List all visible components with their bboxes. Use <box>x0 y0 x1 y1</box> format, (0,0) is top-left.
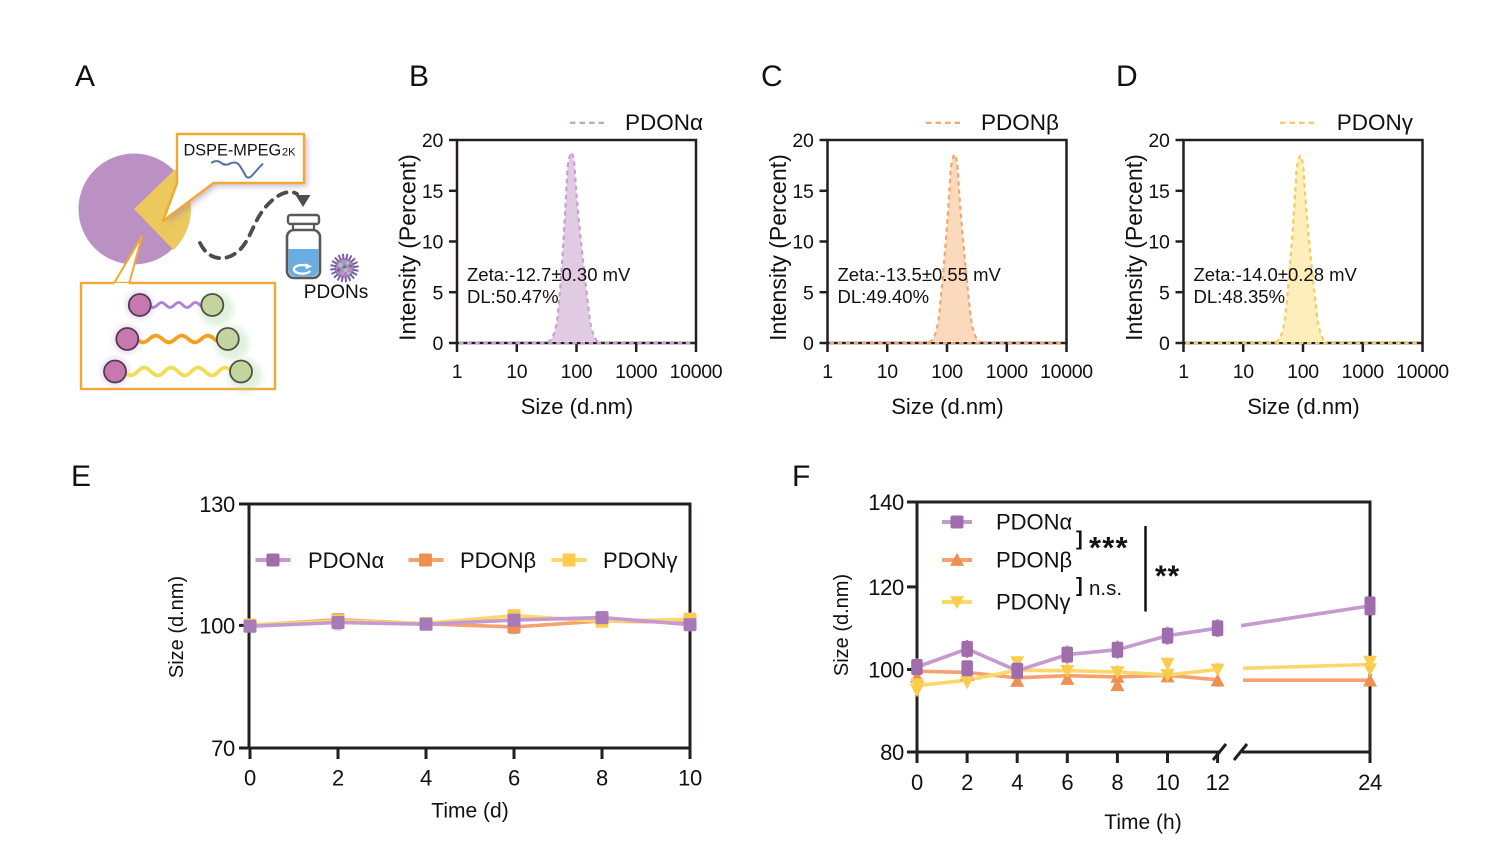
svg-text:5: 5 <box>432 282 443 304</box>
svg-text:PDONα: PDONα <box>308 548 385 573</box>
svg-text:]: ] <box>1076 575 1083 597</box>
svg-text:PDONα: PDONα <box>625 110 703 135</box>
svg-text:100: 100 <box>868 658 904 683</box>
svg-text:80: 80 <box>880 740 904 765</box>
svg-text:Size (d.nm): Size (d.nm) <box>521 394 633 419</box>
svg-text:PDONβ: PDONβ <box>996 548 1072 573</box>
svg-text:8: 8 <box>1111 770 1123 795</box>
svg-text:PDONβ: PDONβ <box>460 548 536 573</box>
svg-text:15: 15 <box>422 181 444 203</box>
svg-text:A: A <box>75 60 95 93</box>
svg-text:6: 6 <box>1061 770 1073 795</box>
svg-text:Size (d.nm): Size (d.nm) <box>831 574 853 676</box>
svg-text:Zeta:-12.7±0.30 mV: Zeta:-12.7±0.30 mV <box>467 264 631 285</box>
svg-text:]: ] <box>1076 529 1083 551</box>
svg-text:Size (d.nm): Size (d.nm) <box>1247 394 1359 419</box>
svg-text:5: 5 <box>803 282 814 304</box>
svg-text:Size (d.nm): Size (d.nm) <box>166 576 188 678</box>
svg-text:1: 1 <box>822 361 833 383</box>
svg-text:10: 10 <box>1148 232 1170 254</box>
svg-text:10: 10 <box>422 232 444 254</box>
svg-text:Intensity (Percent): Intensity (Percent) <box>1121 154 1147 341</box>
svg-text:0: 0 <box>1159 333 1170 355</box>
svg-text:Zeta:-14.0±0.28 mV: Zeta:-14.0±0.28 mV <box>1194 264 1358 285</box>
svg-text:1000: 1000 <box>1342 361 1385 383</box>
svg-text:DL:50.47%: DL:50.47% <box>467 286 559 307</box>
svg-text:PDONβ: PDONβ <box>981 110 1059 135</box>
svg-text:Intensity (Percent): Intensity (Percent) <box>765 154 791 341</box>
svg-text:Intensity (Percent): Intensity (Percent) <box>395 154 421 341</box>
svg-text:20: 20 <box>422 130 444 152</box>
svg-text:100: 100 <box>1287 361 1319 383</box>
svg-text:D: D <box>1116 60 1138 93</box>
svg-text:8: 8 <box>596 766 608 791</box>
svg-text:0: 0 <box>244 766 256 791</box>
svg-text:10000: 10000 <box>670 361 723 383</box>
svg-text:10: 10 <box>877 361 899 383</box>
svg-text:12: 12 <box>1206 770 1230 795</box>
svg-text:C: C <box>761 60 783 93</box>
svg-text:70: 70 <box>211 736 235 761</box>
svg-text:20: 20 <box>1148 130 1170 152</box>
svg-text:B: B <box>409 60 429 93</box>
svg-text:1: 1 <box>452 361 463 383</box>
svg-text:4: 4 <box>1011 770 1023 795</box>
svg-text:6: 6 <box>508 766 520 791</box>
svg-text:15: 15 <box>792 181 814 203</box>
svg-text:15: 15 <box>1148 181 1170 203</box>
svg-text:100: 100 <box>199 613 235 638</box>
svg-text:2: 2 <box>961 770 973 795</box>
svg-text:PDONγ: PDONγ <box>1337 110 1414 135</box>
svg-text:Zeta:-13.5±0.55 mV: Zeta:-13.5±0.55 mV <box>838 264 1002 285</box>
svg-text:2: 2 <box>332 766 344 791</box>
svg-text:10000: 10000 <box>1040 361 1093 383</box>
svg-text:DL:49.40%: DL:49.40% <box>838 286 930 307</box>
svg-text:PDONγ: PDONγ <box>996 590 1071 615</box>
svg-text:130: 130 <box>199 492 235 517</box>
svg-text:PDONα: PDONα <box>996 510 1073 535</box>
svg-text:DSPE-MPEG: DSPE-MPEG <box>184 142 282 160</box>
svg-text:20: 20 <box>792 130 814 152</box>
svg-text:1000: 1000 <box>986 361 1029 383</box>
svg-text:DL:48.35%: DL:48.35% <box>1194 286 1286 307</box>
svg-text:0: 0 <box>911 770 923 795</box>
svg-text:24: 24 <box>1358 770 1382 795</box>
svg-text:100: 100 <box>931 361 963 383</box>
svg-text:140: 140 <box>868 490 904 515</box>
svg-text:n.s.: n.s. <box>1089 577 1122 600</box>
svg-text:Time (h): Time (h) <box>1104 811 1181 834</box>
svg-text:100: 100 <box>561 361 593 383</box>
svg-text:***: *** <box>1089 530 1129 565</box>
svg-text:F: F <box>792 460 810 493</box>
svg-text:2K: 2K <box>282 147 296 159</box>
svg-text:0: 0 <box>432 333 443 355</box>
svg-text:5: 5 <box>1159 282 1170 304</box>
svg-text:10: 10 <box>506 361 528 383</box>
svg-text:PDONs: PDONs <box>304 282 368 303</box>
svg-text:10000: 10000 <box>1396 361 1449 383</box>
svg-text:4: 4 <box>420 766 432 791</box>
svg-text:120: 120 <box>868 575 904 600</box>
svg-text:Time (d): Time (d) <box>431 800 508 823</box>
svg-text:10: 10 <box>1233 361 1255 383</box>
svg-text:1000: 1000 <box>615 361 658 383</box>
svg-text:10: 10 <box>1156 770 1180 795</box>
svg-text:PDONγ: PDONγ <box>603 548 678 573</box>
svg-text:0: 0 <box>803 333 814 355</box>
svg-text:1: 1 <box>1178 361 1189 383</box>
svg-text:10: 10 <box>678 766 702 791</box>
svg-text:**: ** <box>1155 560 1180 593</box>
svg-text:E: E <box>71 460 91 493</box>
svg-text:Size (d.nm): Size (d.nm) <box>891 394 1003 419</box>
svg-text:10: 10 <box>792 232 814 254</box>
